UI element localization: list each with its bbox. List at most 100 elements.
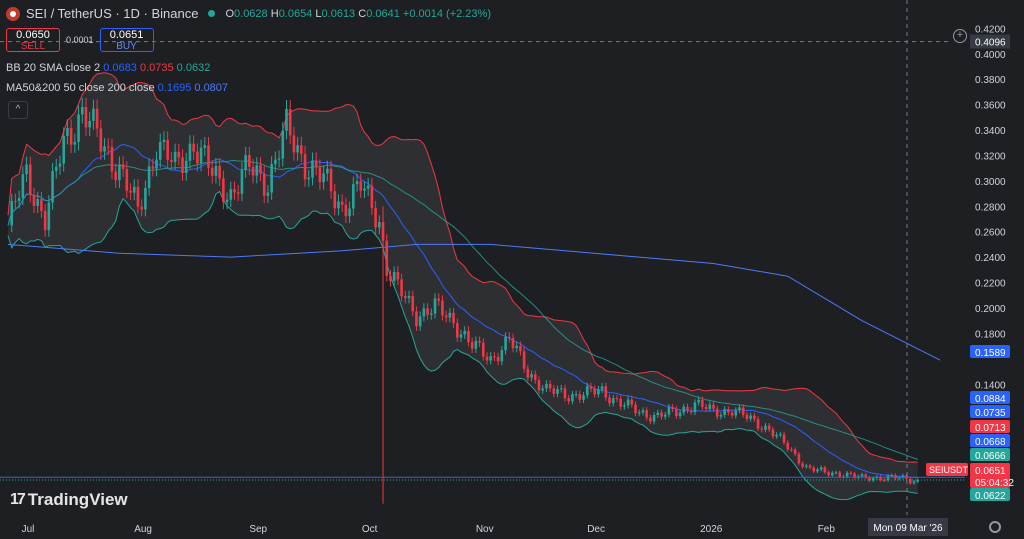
ma50-line bbox=[7, 159, 918, 460]
time-tick-label: Nov bbox=[476, 524, 494, 535]
candle-body bbox=[656, 412, 660, 416]
candle-body bbox=[593, 388, 596, 395]
candle-body bbox=[537, 380, 541, 391]
price-label-bg bbox=[970, 405, 1010, 418]
candle-body bbox=[548, 383, 552, 389]
low-value: 0.0613 bbox=[321, 7, 356, 20]
candle-body bbox=[378, 222, 381, 228]
collapse-legend-button[interactable]: ^ bbox=[8, 101, 28, 119]
candle-body bbox=[552, 388, 556, 394]
candle-body bbox=[151, 166, 155, 169]
ma200-value: 0.0807 bbox=[194, 82, 229, 94]
symbol-tag: SEIUSDT bbox=[929, 465, 969, 475]
candle-body bbox=[274, 159, 277, 165]
candle-body bbox=[392, 272, 396, 281]
price-label-bg bbox=[970, 434, 1010, 447]
add-alert-plus-icon[interactable]: + bbox=[953, 29, 967, 43]
tradingview-logo[interactable]: 17 TradingView bbox=[10, 490, 128, 510]
crosshair-date-bg bbox=[868, 518, 948, 536]
price-label: 0.1589 bbox=[975, 348, 1006, 359]
candle-body bbox=[203, 145, 207, 148]
price-tick-label: 0.4200 bbox=[975, 24, 1006, 35]
candle-body bbox=[600, 386, 604, 390]
candle-body bbox=[389, 275, 392, 281]
candle-body bbox=[567, 398, 570, 402]
candle-body bbox=[767, 425, 771, 430]
horizontal-lines bbox=[0, 0, 965, 515]
candle-body bbox=[626, 399, 630, 406]
crosshair-price-label: 0.4096 bbox=[975, 38, 1006, 49]
price-axis: 0.4200 0.4000 0.3800 0.3600 0.3400 0.3200 0.30… bbox=[970, 24, 1010, 391]
crosshair-price-bg bbox=[970, 34, 1010, 49]
candle-body bbox=[25, 164, 28, 175]
candle-body bbox=[170, 159, 173, 162]
candle-body bbox=[834, 472, 838, 474]
candle-body bbox=[129, 190, 132, 193]
candle-body bbox=[196, 151, 199, 164]
candle-body bbox=[58, 163, 62, 167]
candle-body bbox=[585, 386, 589, 396]
time-tick-label: Aug bbox=[134, 524, 152, 535]
candle-body bbox=[337, 201, 340, 209]
candle-body bbox=[147, 166, 151, 189]
buy-button[interactable]: 0.0651 BUY bbox=[99, 28, 154, 52]
candle-body bbox=[144, 188, 147, 210]
price-label-bg bbox=[970, 488, 1010, 501]
candle-body bbox=[314, 160, 318, 168]
candle-body bbox=[663, 414, 667, 417]
candle-body bbox=[99, 128, 103, 152]
price-tick-label: 0.3200 bbox=[975, 151, 1006, 162]
sell-button[interactable]: 0.0650 SELL bbox=[6, 28, 60, 52]
bb-indicator-legend[interactable]: BB 20 SMA close 2 0.0683 0.0735 0.0632 bbox=[6, 62, 210, 74]
ma-indicator-legend[interactable]: MA50&200 50 close 200 close 0.1695 0.080… bbox=[6, 82, 228, 94]
sell-price: 0.0650 bbox=[16, 29, 50, 41]
candle-body bbox=[623, 405, 626, 407]
candle-body bbox=[608, 397, 611, 404]
time-tick-label: Feb bbox=[818, 524, 836, 535]
candle-body bbox=[831, 472, 834, 476]
candle-body bbox=[366, 185, 370, 189]
crosshair-date-label: Mon 09 Mar '26 bbox=[873, 523, 943, 534]
candle-body bbox=[686, 406, 689, 411]
candle-body bbox=[433, 298, 437, 314]
settings-gear-icon[interactable] bbox=[989, 521, 1001, 533]
candle-body bbox=[262, 173, 266, 196]
candle-body bbox=[597, 389, 600, 395]
bb-fill bbox=[8, 72, 918, 500]
spread-value: 0.0001 bbox=[66, 35, 94, 45]
price-tick-label: 0.2600 bbox=[975, 228, 1006, 239]
candle-body bbox=[14, 200, 17, 202]
candle-body bbox=[348, 208, 351, 217]
candle-body bbox=[385, 240, 389, 276]
candle-body bbox=[693, 402, 697, 413]
price-label-bg bbox=[970, 475, 1010, 488]
candle-body bbox=[556, 389, 559, 394]
candle-body bbox=[545, 383, 548, 389]
candle-body bbox=[660, 412, 663, 417]
symbol-title[interactable]: SEI / TetherUS · 1D · Binance bbox=[26, 6, 199, 21]
candle-body bbox=[162, 139, 166, 142]
candle-body bbox=[84, 107, 88, 128]
candle-body bbox=[121, 164, 125, 170]
high-value: 0.0654 bbox=[278, 7, 313, 20]
candle-body bbox=[43, 210, 47, 231]
price-tick-label: 0.2800 bbox=[975, 202, 1006, 213]
sell-label: SELL bbox=[20, 41, 46, 52]
ma200-line bbox=[7, 243, 941, 361]
candle-body bbox=[51, 170, 54, 203]
candle-body bbox=[47, 202, 51, 231]
candle-body bbox=[426, 308, 429, 315]
candle-body bbox=[444, 315, 448, 318]
candle-body bbox=[448, 312, 452, 318]
ma50-value: 0.1695 bbox=[157, 82, 192, 94]
candle-body bbox=[422, 308, 426, 317]
candle-body bbox=[667, 407, 671, 415]
candle-body bbox=[582, 395, 585, 400]
candle-body bbox=[106, 146, 110, 148]
candle-body bbox=[675, 409, 678, 417]
candle-body bbox=[678, 412, 682, 417]
candle-body bbox=[103, 146, 106, 152]
candle-body bbox=[515, 345, 519, 349]
price-label: 0.0713 bbox=[975, 423, 1006, 434]
